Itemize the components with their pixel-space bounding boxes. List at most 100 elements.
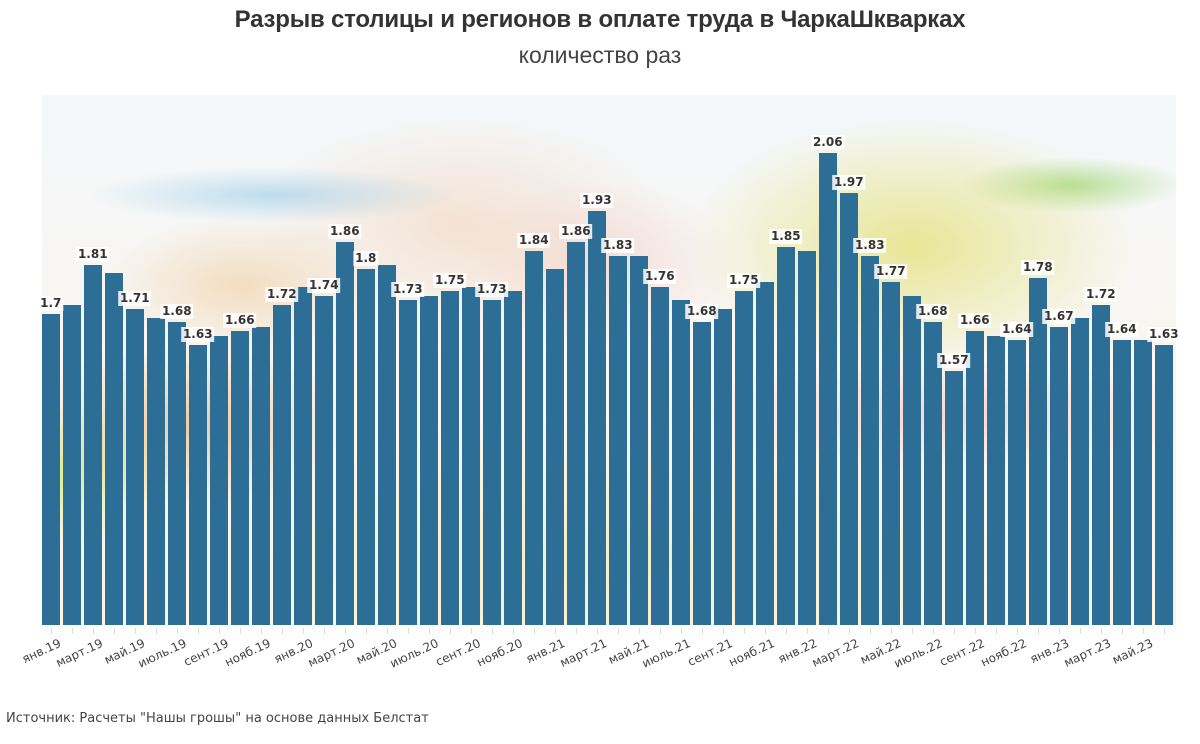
- bar-март.19: [84, 264, 102, 625]
- data-label: 1.66: [957, 313, 992, 329]
- x-tick-mark: [890, 628, 892, 634]
- x-tick-mark: [281, 628, 283, 634]
- x-tick-mark: [827, 628, 829, 634]
- data-label: 1.63: [180, 326, 215, 342]
- bar-янв.23: [1050, 326, 1068, 625]
- x-tick-label: март.20: [305, 636, 357, 670]
- x-tick-mark: [428, 628, 430, 634]
- bar-апр.21: [609, 255, 627, 625]
- data-label: 1.86: [327, 224, 362, 240]
- x-tick-mark: [1121, 628, 1123, 634]
- data-label: 2.06: [810, 135, 845, 151]
- x-tick-mark: [1142, 628, 1144, 634]
- x-tick-label: март.22: [809, 636, 861, 670]
- data-label: 1.75: [432, 273, 467, 289]
- bar-дек.19: [273, 304, 291, 625]
- x-tick-mark: [50, 628, 52, 634]
- bar-июнь.23: [1155, 344, 1173, 625]
- x-tick-mark: [659, 628, 661, 634]
- data-label: 1.84: [516, 233, 551, 249]
- x-tick-mark: [1037, 628, 1039, 634]
- x-tick-label: нояб.19: [222, 636, 273, 670]
- bar-окт.21: [735, 291, 753, 625]
- x-tick-mark: [995, 628, 997, 634]
- data-label: 1.86: [558, 224, 593, 240]
- data-label: 1.74: [306, 277, 341, 293]
- bar-май.21: [630, 255, 648, 625]
- x-tick-mark: [764, 628, 766, 634]
- data-label: 1.83: [600, 237, 635, 253]
- x-tick-mark: [470, 628, 472, 634]
- x-tick-mark: [92, 628, 94, 634]
- bar-янв.20: [294, 286, 312, 625]
- bar-сент.21: [714, 309, 732, 625]
- x-tick-mark: [386, 628, 388, 634]
- bar-март.23: [1092, 304, 1110, 625]
- data-label: 1.77: [873, 264, 908, 280]
- data-label: 1.63: [1146, 326, 1181, 342]
- data-label: 1.64: [1104, 322, 1139, 338]
- bar-фев.20: [315, 295, 333, 625]
- bar-нояб.22: [1008, 340, 1026, 625]
- bar-апр.22: [861, 255, 879, 625]
- bar-июнь.19: [147, 317, 165, 625]
- bar-май.19: [126, 309, 144, 625]
- x-tick-label: нояб.22: [978, 636, 1029, 670]
- x-tick-mark: [176, 628, 178, 634]
- x-tick-mark: [239, 628, 241, 634]
- bar-июль.21: [672, 300, 690, 625]
- bar-июнь.21: [651, 286, 669, 625]
- data-label: 1.64: [999, 322, 1034, 338]
- bar-июль.22: [924, 322, 942, 625]
- x-tick-mark: [722, 628, 724, 634]
- bar-фев.19: [63, 304, 81, 625]
- data-label: 1.73: [474, 282, 509, 298]
- x-tick-mark: [491, 628, 493, 634]
- x-tick-mark: [155, 628, 157, 634]
- source-note: Источник: Расчеты "Нашы грошы" на основе…: [6, 711, 429, 726]
- data-label: 1.68: [915, 304, 950, 320]
- x-tick-mark: [953, 628, 955, 634]
- bar-фев.23: [1071, 317, 1089, 625]
- data-label: 1.75: [726, 273, 761, 289]
- bar-янв.22: [798, 251, 816, 625]
- data-label: 1.93: [579, 193, 614, 209]
- data-label: 1.78: [1020, 259, 1055, 275]
- x-tick-mark: [365, 628, 367, 634]
- x-tick-label: сент.19: [181, 636, 231, 669]
- data-label: 1.68: [684, 304, 719, 320]
- bar-авг.19: [189, 344, 207, 625]
- data-label: 1.8: [353, 251, 379, 266]
- bar-нояб.21: [756, 282, 774, 625]
- x-tick-label: март.21: [557, 636, 609, 670]
- x-tick-label: март.23: [1061, 636, 1113, 670]
- bar-дек.22: [1029, 277, 1047, 625]
- data-label: 1.85: [768, 228, 803, 244]
- x-tick-mark: [218, 628, 220, 634]
- x-tick-mark: [113, 628, 115, 634]
- bar-нояб.20: [504, 291, 522, 625]
- data-label: 1.57: [936, 353, 971, 369]
- x-tick-mark: [806, 628, 808, 634]
- x-tick-mark: [260, 628, 262, 634]
- bar-дек.21: [777, 246, 795, 625]
- x-tick-mark: [680, 628, 682, 634]
- data-label: 1.7: [38, 295, 64, 311]
- x-tick-mark: [134, 628, 136, 634]
- x-tick-label: нояб.20: [474, 636, 525, 670]
- data-label: 1.71: [117, 291, 152, 307]
- x-tick-mark: [1079, 628, 1081, 634]
- bar-авг.20: [441, 291, 459, 625]
- bar-фев.21: [567, 242, 585, 625]
- chart-subtitle: количество раз: [518, 42, 682, 68]
- x-tick-mark: [743, 628, 745, 634]
- x-tick-label: май.23: [1109, 636, 1155, 667]
- x-tick-label: сент.22: [937, 636, 987, 669]
- bar-фев.22: [819, 153, 837, 625]
- bar-окт.19: [231, 331, 249, 625]
- data-label: 1.97: [831, 175, 866, 191]
- bar-сент.19: [210, 335, 228, 625]
- bar-сент.20: [462, 286, 480, 625]
- bar-авг.22: [945, 371, 963, 625]
